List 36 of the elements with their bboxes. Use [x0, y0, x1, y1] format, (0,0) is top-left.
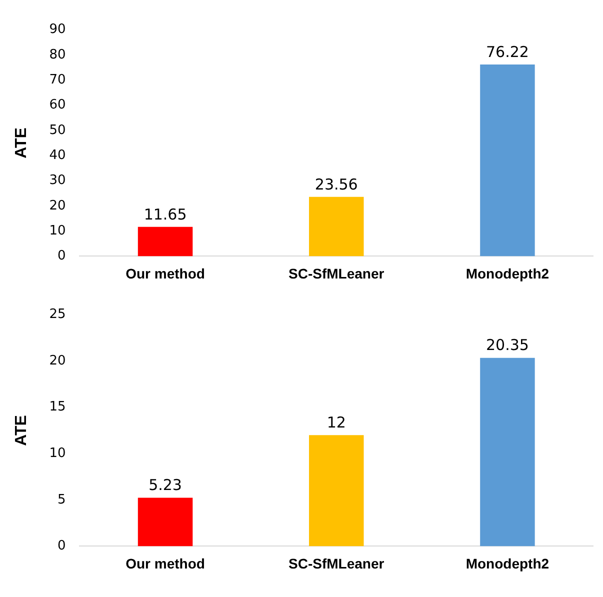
data-label: 76.22 [486, 42, 529, 61]
bar [138, 226, 193, 256]
bar [138, 498, 193, 546]
x-tick-label: Our method [126, 265, 205, 282]
y-tick-label: 30 [49, 173, 66, 188]
y-tick-label: 15 [49, 400, 66, 415]
y-tick-label: 10 [49, 223, 66, 238]
bar [308, 196, 364, 256]
x-tick-label: SC-SfMLeaner [288, 265, 385, 282]
data-label: 12 [326, 414, 346, 432]
data-label: 20.35 [486, 336, 529, 354]
x-tick-label: Monodepth2 [466, 555, 550, 572]
x-tick-label: Our method [126, 555, 205, 572]
x-tick-label: SC-SfMLeaner [288, 555, 385, 572]
y-tick-label: 20 [49, 198, 66, 214]
y-axis-title: ATE [13, 414, 30, 446]
y-tick-label: 10 [49, 446, 66, 462]
bar [308, 435, 364, 546]
bar [480, 358, 535, 546]
y-tick-label: 20 [49, 353, 66, 368]
y-axis-title: ATE [13, 127, 30, 158]
y-tick-label: 60 [49, 98, 66, 113]
data-label: 11.65 [144, 205, 187, 224]
y-tick-label: 90 [49, 22, 66, 38]
y-tick-label: 50 [49, 122, 66, 138]
y-tick-label: 70 [49, 72, 66, 88]
data-label: 5.23 [148, 476, 182, 494]
y-tick-label: 5 [57, 492, 66, 508]
y-tick-label: 80 [49, 47, 66, 62]
y-tick-label: 40 [49, 148, 66, 163]
x-tick-label: Monodepth2 [466, 265, 550, 282]
y-tick-label: 0 [57, 538, 66, 554]
y-tick-label: 0 [57, 248, 66, 264]
data-label: 23.56 [314, 175, 358, 194]
y-tick-label: 25 [49, 307, 66, 322]
bar [480, 64, 535, 256]
